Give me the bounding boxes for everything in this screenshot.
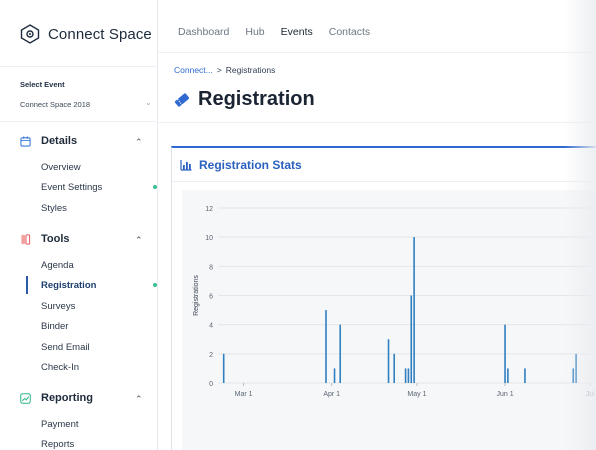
divider xyxy=(0,121,158,122)
y-axis-label: Registrations xyxy=(193,275,200,316)
x-tick-label: May 1 xyxy=(407,391,426,398)
bar-chart-icon xyxy=(180,159,192,171)
sidebar-item-binder[interactable]: Binder xyxy=(41,321,69,332)
sidebar-item-send-email[interactable]: Send Email xyxy=(41,342,90,353)
sidebar-item-reports[interactable]: Reports xyxy=(41,439,75,450)
bar xyxy=(504,324,506,383)
chart-area xyxy=(182,190,596,450)
trend-icon xyxy=(20,392,31,404)
section-reporting[interactable]: Reporting xyxy=(20,392,93,404)
bar xyxy=(404,368,407,383)
section-tools-label: Tools xyxy=(41,233,70,245)
nav-events[interactable]: Events xyxy=(280,26,313,38)
nav-contacts[interactable]: Contacts xyxy=(328,26,371,38)
breadcrumb: Connect... > Registrations xyxy=(174,65,275,75)
x-tick-label: Apr 1 xyxy=(323,391,340,398)
active-indicator xyxy=(26,276,28,294)
bar xyxy=(325,310,327,383)
card-title: Registration Stats xyxy=(199,157,302,172)
top-nav: Dashboard Hub Events Contacts xyxy=(178,26,370,38)
section-details[interactable]: Details xyxy=(20,135,77,147)
y-tick-label: 12 xyxy=(205,206,213,213)
status-dot xyxy=(153,185,157,189)
registration-stats-card: Registration Stats xyxy=(171,146,596,450)
registration-chart: 0 2 4 6 8 10 12 Registrations Mar 1 Apr 1 May 1 Jun… xyxy=(193,206,596,398)
brand[interactable]: Connect Space xyxy=(20,24,152,44)
sidebar-item-styles[interactable]: Styles xyxy=(41,203,67,214)
x-tick-label: Jul xyxy=(586,391,595,398)
y-tick-label: 2 xyxy=(209,352,213,359)
sidebar-item-payment[interactable]: Payment xyxy=(41,419,79,430)
page-title-text: Registration xyxy=(198,88,315,110)
ticket-icon xyxy=(174,92,190,107)
sidebar-item-registration[interactable]: Registration xyxy=(41,280,97,291)
bar xyxy=(410,295,413,383)
select-event-label: Select Event xyxy=(20,80,65,89)
breadcrumb-separator: > xyxy=(216,65,222,75)
chevron-down-icon[interactable]: ⌄ xyxy=(145,98,152,107)
page-title: Registration xyxy=(174,88,315,111)
x-tick-label: Mar 1 xyxy=(235,391,253,398)
x-tick-label: Jun 1 xyxy=(496,391,513,398)
bar xyxy=(524,368,526,383)
section-details-label: Details xyxy=(41,135,78,147)
y-tick-label: 4 xyxy=(209,323,213,330)
sidebar-item-event-settings[interactable]: Event Settings xyxy=(41,182,103,193)
bar xyxy=(572,368,575,383)
chevron-up-icon[interactable]: ⌃ xyxy=(135,394,143,404)
connect-space-logo-icon xyxy=(20,24,40,44)
sidebar-item-check-in[interactable]: Check-In xyxy=(41,362,80,373)
nav-hub[interactable]: Hub xyxy=(245,26,265,38)
chevron-up-icon[interactable]: ⌃ xyxy=(135,235,143,245)
bar xyxy=(393,353,396,383)
sidebar-item-surveys[interactable]: Surveys xyxy=(41,301,76,312)
bar xyxy=(407,368,410,383)
y-tick-label: 8 xyxy=(209,264,213,271)
bar xyxy=(222,353,225,383)
bar xyxy=(413,237,415,383)
bar xyxy=(339,324,342,383)
y-tick-label: 10 xyxy=(205,235,213,242)
divider xyxy=(0,66,158,67)
bar xyxy=(333,368,336,383)
breadcrumb-current: Registrations xyxy=(225,65,276,75)
divider xyxy=(158,122,596,123)
sidebar-item-overview[interactable]: Overview xyxy=(41,162,81,173)
sidebar: Connect Space Select Event Connect Space… xyxy=(0,0,158,450)
sidebar-item-agenda[interactable]: Agenda xyxy=(41,260,74,271)
bar xyxy=(507,368,509,383)
nav-dashboard[interactable]: Dashboard xyxy=(178,26,230,38)
y-tick-label: 0 xyxy=(209,381,213,388)
card-header: Registration Stats xyxy=(172,148,596,182)
breadcrumb-parent-link[interactable]: Connect... xyxy=(174,65,213,75)
chevron-up-icon[interactable]: ⌃ xyxy=(135,137,143,147)
y-tick-label: 6 xyxy=(209,294,213,301)
calendar-icon xyxy=(20,135,31,147)
divider xyxy=(158,52,596,53)
select-event-dropdown[interactable]: Connect Space 2018 xyxy=(20,100,91,109)
app-name: Connect Space xyxy=(48,25,152,43)
section-tools[interactable]: Tools xyxy=(20,233,70,245)
status-dot xyxy=(153,283,157,287)
bar xyxy=(575,353,577,383)
section-reporting-label: Reporting xyxy=(41,392,93,404)
bar xyxy=(387,339,390,383)
tools-icon xyxy=(21,233,31,245)
